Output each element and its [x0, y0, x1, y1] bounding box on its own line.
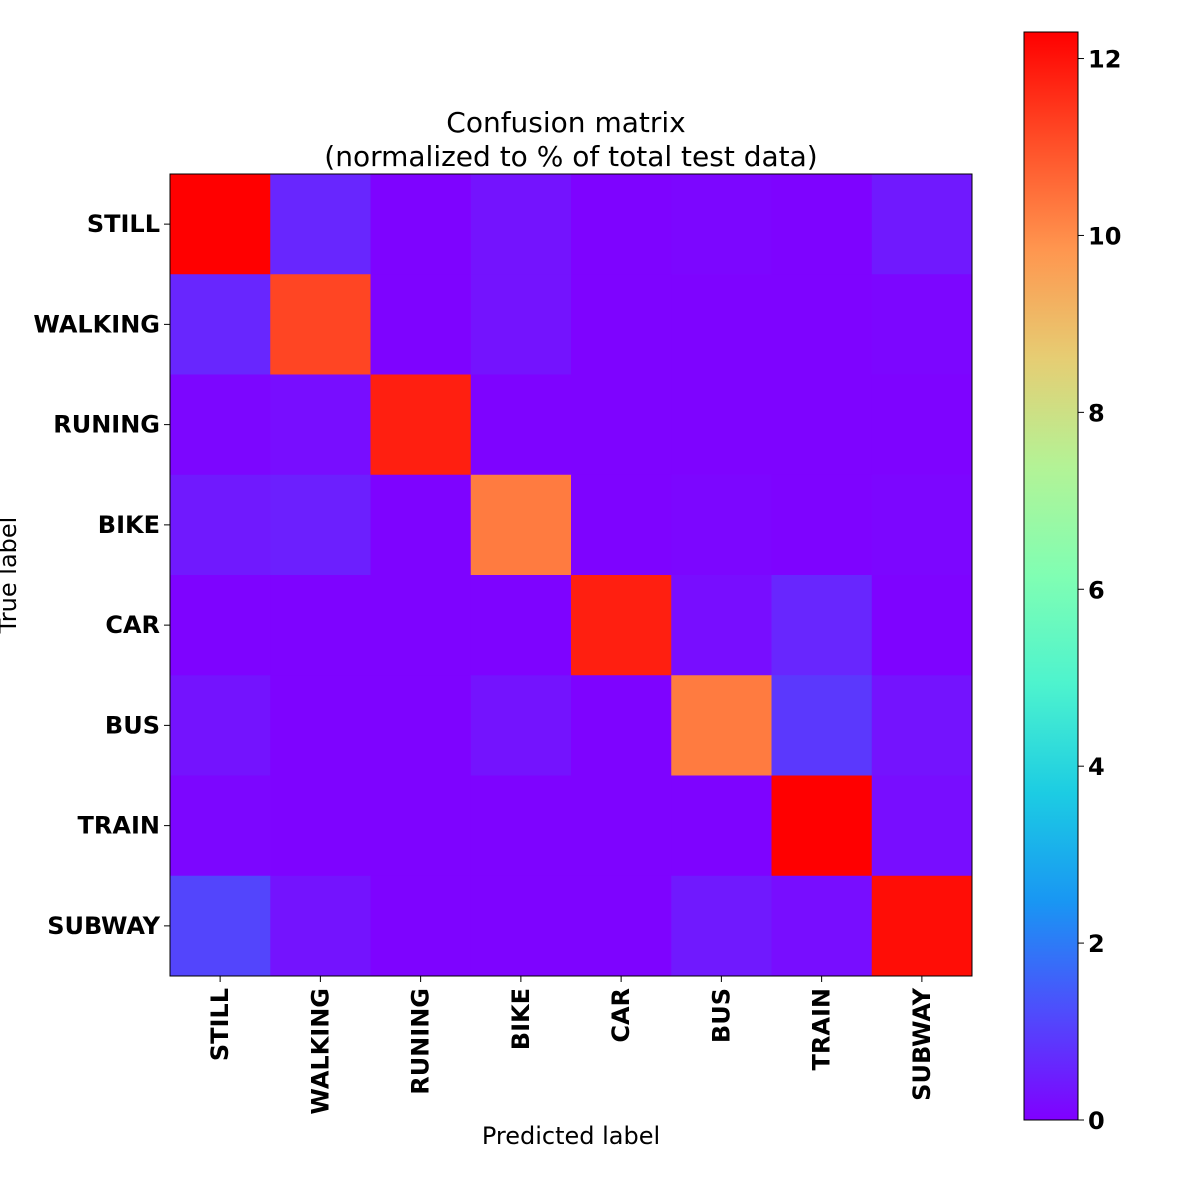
- heatmap-cell-bike-train: [771, 474, 873, 576]
- heatmap-cell-bus-subway: [871, 675, 973, 776]
- heatmap-cell-train-subway: [871, 775, 973, 877]
- heatmap-cell-still-still: [170, 174, 271, 275]
- heatmap-cell-still-walking: [270, 174, 371, 275]
- y-tick-label-walking: WALKING: [33, 310, 160, 338]
- colorbar-tick-label-4: 4: [1088, 753, 1105, 781]
- heatmap-cell-still-runing: [370, 174, 472, 275]
- heatmap-cell-train-walking: [270, 775, 371, 877]
- heatmap-cell-walking-train: [771, 274, 873, 375]
- y-tick-label-bus: BUS: [105, 711, 160, 739]
- x-tick-label-walking: WALKING: [306, 988, 334, 1115]
- heatmap-cell-walking-subway: [871, 274, 973, 375]
- y-tick-label-car: CAR: [105, 611, 160, 639]
- heatmap-cell-bike-bus: [671, 474, 772, 576]
- colorbar-tick-label-10: 10: [1088, 222, 1121, 250]
- heatmap-cell-bus-runing: [370, 675, 472, 776]
- heatmap-cell-still-bike: [470, 174, 572, 275]
- heatmap-cell-subway-car: [571, 875, 672, 977]
- x-tick-label-still: STILL: [206, 988, 234, 1061]
- heatmap-cell-bike-runing: [370, 474, 472, 576]
- heatmap-cell-bus-car: [571, 675, 672, 776]
- heatmap-cell-runing-bus: [671, 374, 772, 476]
- heatmap-cell-bike-subway: [871, 474, 973, 576]
- heatmap-cell-train-train: [771, 775, 873, 877]
- y-tick-label-still: STILL: [87, 210, 160, 238]
- heatmap-cell-car-bike: [470, 575, 572, 676]
- heatmap-cells: [170, 174, 973, 977]
- y-axis-title: True label: [0, 517, 22, 635]
- heatmap-cell-walking-walking: [270, 274, 371, 375]
- x-tick-label-car: CAR: [607, 988, 635, 1043]
- x-tick-label-bike: BIKE: [507, 988, 535, 1050]
- heatmap-cell-bus-train: [771, 675, 873, 776]
- colorbar-tick-label-12: 12: [1088, 46, 1121, 74]
- y-tick-label-train: TRAIN: [78, 812, 160, 840]
- heatmap-cell-subway-subway: [871, 875, 973, 977]
- heatmap-cell-train-bike: [470, 775, 572, 877]
- y-axis-ticks: STILL WALKING RUNING BIKE CAR BUS TRAIN SUBWAY: [33, 210, 170, 940]
- colorbar-tick-label-8: 8: [1088, 399, 1105, 427]
- heatmap-cell-subway-runing: [370, 875, 472, 977]
- heatmap-cell-walking-still: [170, 274, 271, 375]
- heatmap-cell-still-subway: [871, 174, 973, 275]
- heatmap-cell-bus-walking: [270, 675, 371, 776]
- heatmap-cell-runing-bike: [470, 374, 572, 476]
- heatmap-cell-car-train: [771, 575, 873, 676]
- heatmap-cell-bus-bike: [470, 675, 572, 776]
- heatmap-cell-runing-runing: [370, 374, 472, 476]
- heatmap-cell-walking-bike: [470, 274, 572, 375]
- colorbar-ticks: 0 2 4 6 8 10 12: [1078, 46, 1121, 1135]
- heatmap-cell-bike-bike: [470, 474, 572, 576]
- heatmap-cell-still-train: [771, 174, 873, 275]
- y-tick-label-runing: RUNING: [53, 411, 160, 439]
- heatmap-cell-car-still: [170, 575, 271, 676]
- x-axis-ticks: STILL WALKING RUNING BIKE CAR BUS TRAIN SUBWAY: [206, 976, 936, 1115]
- x-tick-label-train: TRAIN: [808, 988, 836, 1070]
- chart-subtitle: (normalized to % of total test data): [324, 140, 817, 173]
- heatmap-cell-bike-walking: [270, 474, 371, 576]
- heatmap-cell-car-bus: [671, 575, 772, 676]
- heatmap-cell-runing-still: [170, 374, 271, 476]
- colorbar-tick-label-6: 6: [1088, 576, 1105, 604]
- heatmap-cell-car-car: [571, 575, 672, 676]
- plot-frame: [169, 173, 973, 977]
- x-tick-label-runing: RUNING: [407, 988, 435, 1095]
- heatmap-cell-train-car: [571, 775, 672, 877]
- heatmap-cell-runing-train: [771, 374, 873, 476]
- heatmap-cell-car-subway: [871, 575, 973, 676]
- x-axis-title: Predicted label: [482, 1122, 660, 1150]
- heatmap-cell-subway-bus: [671, 875, 772, 977]
- heatmap-cell-bus-still: [170, 675, 271, 776]
- heatmap-cell-walking-runing: [370, 274, 472, 375]
- heatmap-cell-runing-walking: [270, 374, 371, 476]
- heatmap-cell-runing-car: [571, 374, 672, 476]
- heatmap-cell-bike-car: [571, 474, 672, 576]
- x-tick-label-subway: SUBWAY: [908, 987, 936, 1100]
- colorbar: [1023, 31, 1079, 1121]
- heatmap-cell-subway-bike: [470, 875, 572, 977]
- colorbar-tick-label-0: 0: [1088, 1107, 1105, 1135]
- heatmap-cell-subway-walking: [270, 875, 371, 977]
- heatmap-cell-subway-still: [170, 875, 271, 977]
- heatmap-cell-train-still: [170, 775, 271, 877]
- heatmap-cell-car-runing: [370, 575, 472, 676]
- heatmap-cell-still-bus: [671, 174, 772, 275]
- heatmap-cell-train-runing: [370, 775, 472, 877]
- heatmap-cell-runing-subway: [871, 374, 973, 476]
- heatmap-cell-car-walking: [270, 575, 371, 676]
- heatmap-cell-walking-car: [571, 274, 672, 375]
- heatmap-cell-subway-train: [771, 875, 873, 977]
- x-tick-label-bus: BUS: [707, 988, 735, 1043]
- heatmap-cell-bus-bus: [671, 675, 772, 776]
- y-tick-label-bike: BIKE: [98, 511, 160, 539]
- heatmap-cell-bike-still: [170, 474, 271, 576]
- heatmap-cell-walking-bus: [671, 274, 772, 375]
- chart-title: Confusion matrix: [446, 106, 685, 139]
- heatmap-cell-train-bus: [671, 775, 772, 877]
- y-tick-label-subway: SUBWAY: [47, 912, 160, 940]
- colorbar-tick-label-2: 2: [1088, 930, 1105, 958]
- heatmap-cell-still-car: [571, 174, 672, 275]
